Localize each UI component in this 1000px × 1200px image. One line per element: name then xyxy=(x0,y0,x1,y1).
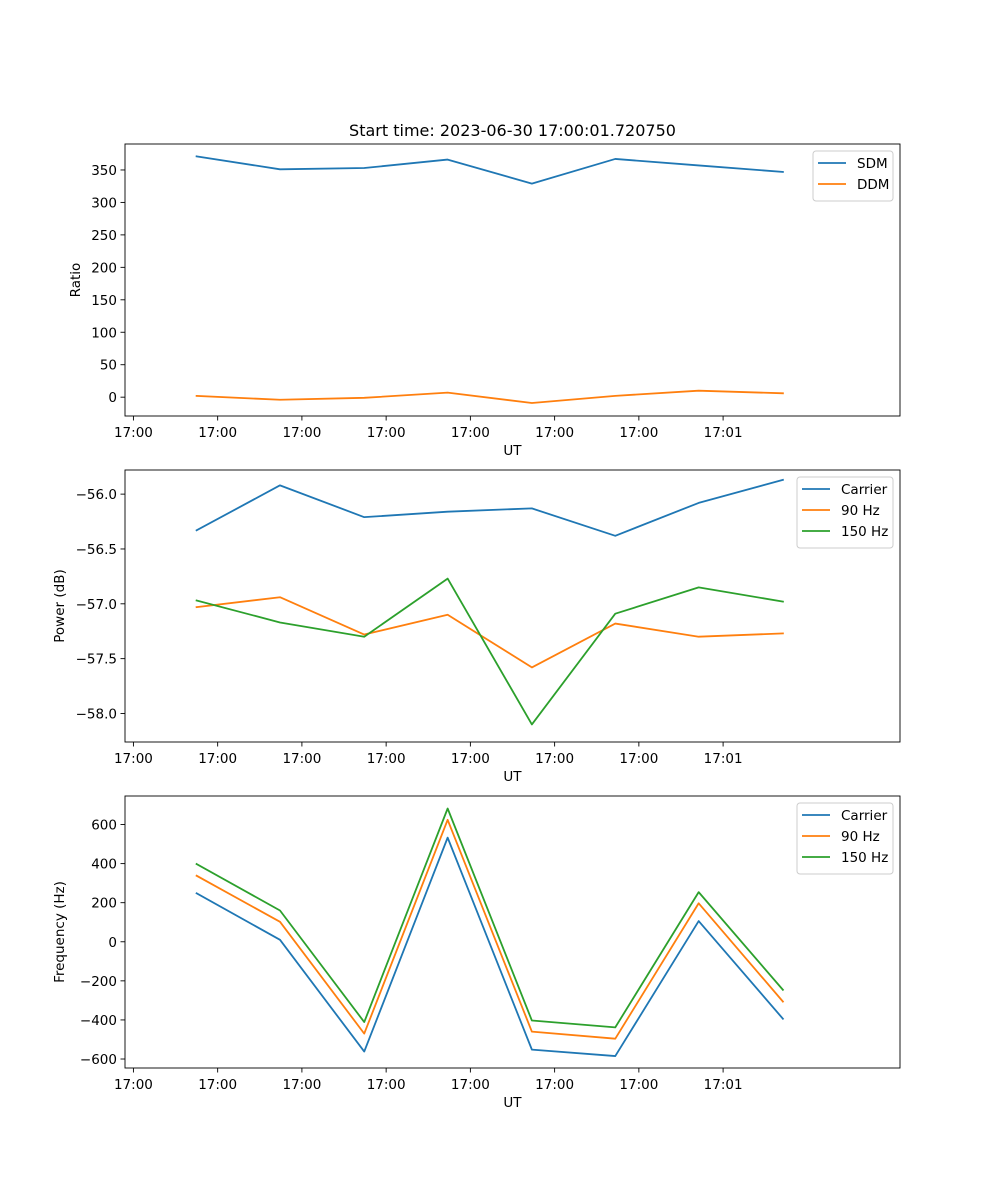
y-tick-label: −200 xyxy=(80,974,117,990)
legend-label: SDM xyxy=(857,156,888,172)
y-tick-label: 0 xyxy=(108,390,117,406)
x-tick-label: 17:00 xyxy=(451,425,490,441)
series-line-2-2 xyxy=(195,596,784,669)
y-tick-label: 100 xyxy=(91,325,117,341)
x-tick-label: 17:00 xyxy=(535,1077,574,1093)
y-tick-label: −600 xyxy=(80,1052,117,1068)
x-tick-label: 17:00 xyxy=(114,751,153,767)
x-tick-label: 17:00 xyxy=(451,1077,490,1093)
y-tick-label: 200 xyxy=(91,260,117,276)
y-tick-label: 600 xyxy=(91,818,117,834)
x-axis-label: UT xyxy=(503,1095,522,1111)
chart-panel-3: 17:00 17:00 17:00 17:00 17:00 17:00 17:00 17:01… xyxy=(52,795,901,1111)
y-tick-label: 0 xyxy=(108,935,117,951)
legend-label: 90 Hz xyxy=(841,503,880,519)
y-tick-label: −57.0 xyxy=(76,597,117,613)
series-line-1-2 xyxy=(195,389,784,404)
x-tick-label: 17:00 xyxy=(282,425,321,441)
legend-label: 90 Hz xyxy=(841,829,880,845)
series-line-3-1 xyxy=(195,836,785,1057)
chart-panel-1: 17:00 17:00 17:00 17:00 17:00 17:00 17:00 17:01… xyxy=(68,121,901,459)
y-axis-label: Frequency (Hz) xyxy=(52,881,68,983)
x-tick-label: 17:00 xyxy=(619,1077,658,1093)
x-tick-label: 17:00 xyxy=(198,1077,237,1093)
y-tick-label: −56.5 xyxy=(76,542,117,558)
chart-panel-2: 17:00 17:00 17:00 17:00 17:00 17:00 17:00 17:01… xyxy=(52,469,901,785)
x-tick-label: 17:00 xyxy=(282,1077,321,1093)
y-axis-label: Ratio xyxy=(68,263,84,298)
y-axis-label: Power (dB) xyxy=(52,569,68,642)
axes-frame xyxy=(124,143,901,417)
y-tick-label: 400 xyxy=(91,857,117,873)
x-tick-label: 17:00 xyxy=(535,425,574,441)
y-tick-label: 300 xyxy=(91,195,117,211)
x-tick-label: 17:00 xyxy=(367,1077,406,1093)
series-line-3-2 xyxy=(195,818,785,1040)
y-tick-label: 200 xyxy=(91,896,117,912)
x-axis-label: UT xyxy=(503,769,522,785)
y-tick-label: 50 xyxy=(100,358,117,374)
x-tick-label: 17:00 xyxy=(451,751,490,767)
legend-label: DDM xyxy=(857,177,889,193)
x-tick-label: 17:00 xyxy=(535,751,574,767)
x-tick-label: 17:01 xyxy=(704,425,743,441)
legend-label: 150 Hz xyxy=(841,524,888,540)
y-tick-label: −57.5 xyxy=(76,652,117,668)
y-tick-label: −58.0 xyxy=(76,706,117,722)
x-axis-label: UT xyxy=(503,443,522,459)
x-tick-label: 17:00 xyxy=(198,751,237,767)
x-tick-label: 17:01 xyxy=(704,751,743,767)
legend-label: 150 Hz xyxy=(841,850,888,866)
x-tick-label: 17:01 xyxy=(704,1077,743,1093)
x-tick-label: 17:00 xyxy=(367,751,406,767)
y-tick-label: 350 xyxy=(91,163,117,179)
x-tick-label: 17:00 xyxy=(198,425,237,441)
y-tick-label: 150 xyxy=(91,293,117,309)
series-line-2-3 xyxy=(195,577,784,726)
y-tick-label: −56.0 xyxy=(76,487,117,503)
y-tick-label: 250 xyxy=(91,228,117,244)
axes-frame xyxy=(124,795,901,1069)
axes-frame xyxy=(124,469,901,743)
x-tick-label: 17:00 xyxy=(367,425,406,441)
y-tick-label: −400 xyxy=(80,1013,117,1029)
legend-label: Carrier xyxy=(841,482,888,498)
series-line-1-1 xyxy=(195,155,784,185)
x-tick-label: 17:00 xyxy=(114,425,153,441)
series-line-2-1 xyxy=(195,478,785,537)
x-tick-label: 17:00 xyxy=(619,751,658,767)
x-tick-label: 17:00 xyxy=(114,1077,153,1093)
x-tick-label: 17:00 xyxy=(282,751,321,767)
x-tick-label: 17:00 xyxy=(619,425,658,441)
legend-label: Carrier xyxy=(841,808,888,824)
chart-title: Start time: 2023-06-30 17:00:01.720750 xyxy=(349,121,676,140)
series-line-3-3 xyxy=(195,807,785,1029)
